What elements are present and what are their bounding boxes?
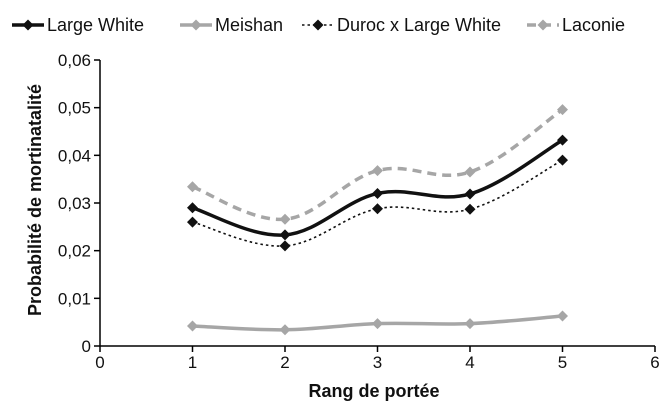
legend-marker xyxy=(312,19,324,31)
data-point xyxy=(372,187,383,199)
series-large-white xyxy=(187,134,568,241)
legend-marker xyxy=(22,19,34,31)
y-axis-title: Probabilité de mortinatalité xyxy=(25,84,45,316)
data-point xyxy=(187,181,198,193)
data-point xyxy=(187,320,198,332)
data-point xyxy=(464,188,476,200)
legend-label: Laconie xyxy=(562,15,625,35)
legend-item: Large White xyxy=(12,15,144,35)
data-point xyxy=(372,318,383,330)
series-duroc-x-large-white xyxy=(187,154,568,252)
data-point xyxy=(279,213,291,225)
series-line xyxy=(191,138,564,237)
series-laconie xyxy=(187,104,568,225)
legend-label: Large White xyxy=(47,15,144,35)
data-point xyxy=(557,104,568,116)
data-point xyxy=(279,324,291,336)
data-point xyxy=(187,202,198,214)
data-point xyxy=(187,216,198,228)
x-tick-label: 0 xyxy=(95,353,104,372)
y-tick-label: 0 xyxy=(82,337,91,356)
y-tick-label: 0,02 xyxy=(58,242,91,261)
series-layer xyxy=(187,104,568,336)
legend: Large White Meishan Duroc x Large White Lac… xyxy=(12,15,625,35)
legend-label: Meishan xyxy=(215,15,283,35)
legend-label: Duroc x Large White xyxy=(337,15,501,35)
data-point xyxy=(464,166,476,178)
legend-marker xyxy=(190,19,202,31)
y-tick-label: 0,04 xyxy=(58,146,91,165)
legend-marker xyxy=(537,19,549,31)
series-meishan xyxy=(187,310,568,336)
y-tick-label: 0,06 xyxy=(58,51,91,70)
x-tick-label: 6 xyxy=(650,353,659,372)
data-point xyxy=(279,240,291,252)
series-line xyxy=(192,159,563,247)
series-line xyxy=(191,108,564,221)
x-tick-label: 1 xyxy=(188,353,197,372)
legend-item: Laconie xyxy=(527,15,625,35)
data-point xyxy=(464,318,476,330)
data-point xyxy=(279,229,291,241)
data-point xyxy=(372,203,383,215)
legend-item: Meishan xyxy=(180,15,283,35)
x-tick-label: 2 xyxy=(280,353,289,372)
y-tick-label: 0,03 xyxy=(58,194,91,213)
y-tick-label: 0,01 xyxy=(58,289,91,308)
data-point xyxy=(372,165,383,177)
data-point xyxy=(557,134,568,146)
data-point xyxy=(464,203,476,215)
tick-labels: 0 0,01 0,02 0,03 0,04 0,05 0,06 0 1 2 3 4 5 6 xyxy=(58,51,660,372)
x-axis-title: Rang de portée xyxy=(308,381,439,401)
data-point xyxy=(557,310,568,322)
x-tick-label: 3 xyxy=(373,353,382,372)
x-tick-label: 5 xyxy=(558,353,567,372)
legend-item: Duroc x Large White xyxy=(302,15,501,35)
x-tick-label: 4 xyxy=(465,353,474,372)
axes xyxy=(94,59,656,352)
data-point xyxy=(557,154,568,166)
y-tick-label: 0,05 xyxy=(58,99,91,118)
